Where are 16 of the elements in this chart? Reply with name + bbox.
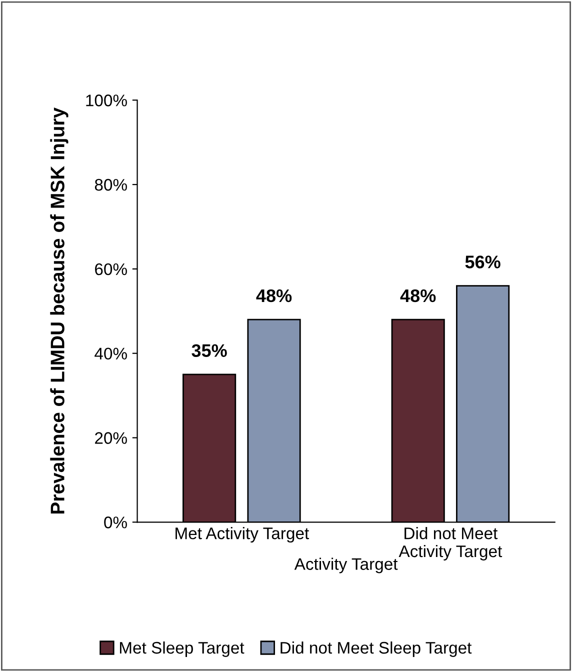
legend-label: Did not Meet Sleep Target	[280, 641, 472, 657]
y-tick-label: 60%	[95, 263, 127, 276]
y-tick-label: 20%	[95, 432, 127, 444]
data-label: 35%	[192, 344, 227, 358]
legend-label: Met Sleep Target	[120, 641, 244, 657]
data-label: 48%	[256, 289, 292, 302]
y-axis-title: Prevalence of LIMDU because of MSK Injury	[50, 108, 68, 514]
x-tick-label: Met Activity Target	[176, 527, 310, 543]
x-tick-label: Did not Meet Activity Target	[398, 527, 502, 560]
y-tick-label: 0%	[104, 516, 127, 528]
x-axis-title: Activity Target	[294, 558, 398, 574]
data-label: 48%	[400, 289, 436, 302]
data-label: 56%	[465, 256, 500, 268]
y-tick-label: 40%	[94, 348, 127, 360]
y-tick-label: 100%	[86, 94, 127, 106]
y-tick-label: 80%	[94, 178, 127, 191]
